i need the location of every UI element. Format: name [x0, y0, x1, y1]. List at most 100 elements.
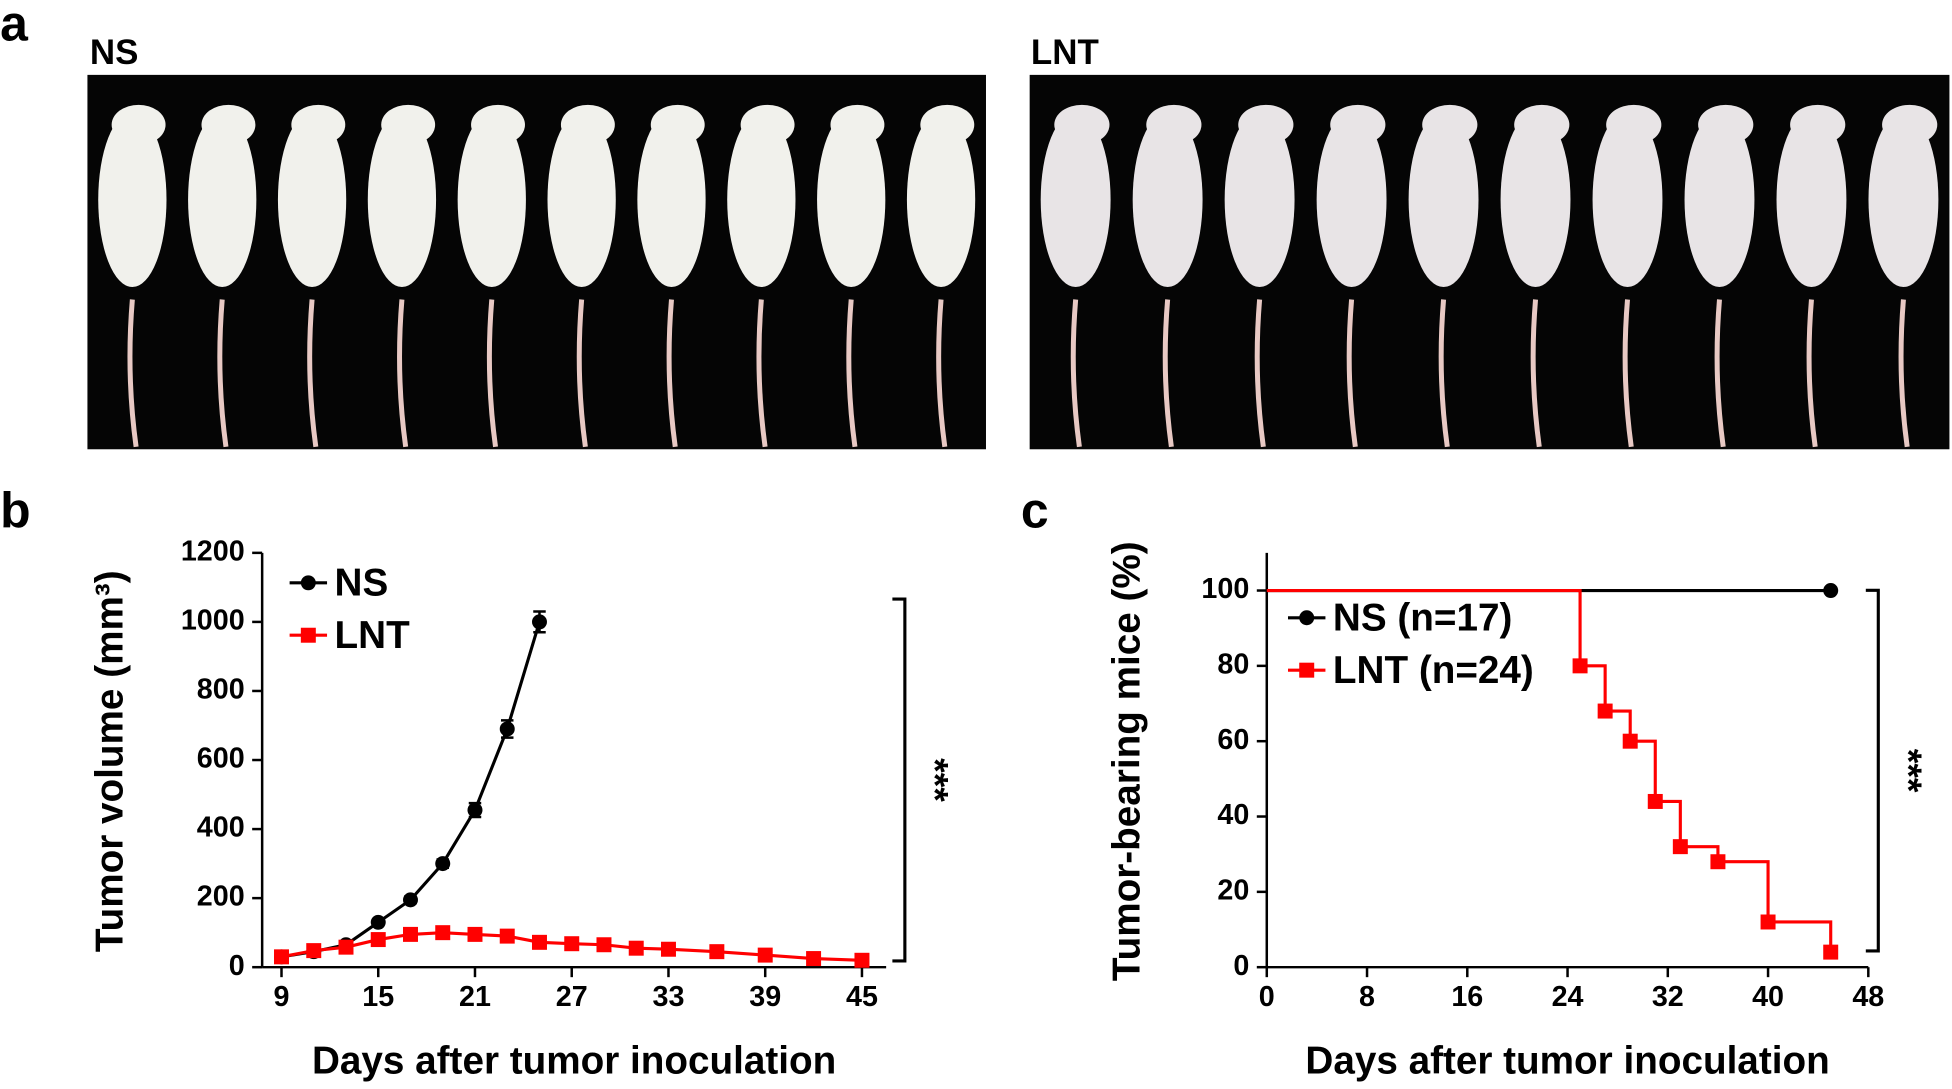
- y-tick-label: 100: [1201, 573, 1249, 605]
- mouse-tail: [397, 299, 409, 448]
- y-tick-label: 20: [1217, 874, 1249, 906]
- marker: [531, 934, 547, 950]
- mouse-body: [727, 112, 796, 288]
- y-tick-label: 40: [1217, 799, 1249, 831]
- marker: [531, 614, 547, 630]
- mouse-body: [1776, 112, 1847, 288]
- marker: [499, 928, 515, 944]
- mouse-body: [1224, 112, 1295, 288]
- mouse-head: [830, 104, 885, 145]
- marker: [1672, 839, 1688, 855]
- mouse-head: [1698, 104, 1754, 145]
- mouse-tail: [127, 299, 139, 448]
- mouse-body: [547, 112, 616, 288]
- y-tick-label: 1200: [181, 535, 245, 567]
- y-tick-label: 0: [229, 950, 245, 982]
- panel-label: a: [0, 0, 29, 52]
- marker: [1823, 583, 1839, 599]
- mouse-body: [1868, 112, 1939, 288]
- y-tick-label: 1000: [181, 604, 245, 636]
- mouse-body: [637, 112, 706, 288]
- mouse-head: [111, 104, 166, 145]
- mouse-tail: [217, 299, 229, 448]
- marker: [499, 721, 515, 737]
- marker: [660, 941, 676, 957]
- legend-label: LNT: [335, 614, 411, 657]
- mouse-tail: [1622, 299, 1634, 448]
- x-axis-title: Days after tumor inoculation: [312, 1040, 836, 1083]
- mouse-head: [1146, 104, 1202, 145]
- mouse-tail: [1162, 299, 1174, 448]
- mouse-tail: [1714, 299, 1726, 448]
- y-tick-label: 600: [197, 743, 245, 775]
- mouse-body: [817, 112, 886, 288]
- x-tick-label: 40: [1752, 981, 1784, 1013]
- marker: [403, 892, 418, 908]
- y-tick-label: 60: [1217, 724, 1249, 756]
- x-tick-label: 24: [1552, 981, 1584, 1013]
- legend-label: NS (n=17): [1333, 596, 1512, 639]
- y-tick-label: 200: [197, 881, 245, 913]
- mouse-body: [1684, 112, 1755, 288]
- marker: [596, 937, 612, 953]
- mouse-body: [367, 112, 437, 288]
- marker: [338, 939, 354, 955]
- y-axis-title: Tumor-bearing mice (%): [1106, 541, 1149, 981]
- mouse-tail: [307, 299, 319, 448]
- mouse-tail: [1530, 299, 1542, 448]
- photo-label: NS: [90, 33, 139, 72]
- mouse-tail: [846, 299, 858, 448]
- series-line: [1266, 588, 1833, 953]
- significance-bracket: [892, 597, 907, 963]
- marker: [435, 925, 451, 941]
- mouse-head: [1422, 104, 1478, 145]
- mouse-tail: [1806, 299, 1818, 448]
- marker: [1597, 703, 1613, 719]
- legend-label: NS: [335, 562, 389, 605]
- mouse-tail: [486, 299, 498, 448]
- marker: [1622, 733, 1638, 749]
- mouse-tail: [1070, 299, 1082, 448]
- marker: [306, 943, 322, 959]
- x-tick-label: 45: [846, 981, 878, 1013]
- panel-label: b: [0, 482, 31, 538]
- x-tick-label: 39: [749, 981, 781, 1013]
- mouse-head: [1238, 104, 1294, 145]
- marker: [1647, 793, 1663, 809]
- mouse-head: [1882, 104, 1938, 145]
- mouse-head: [1514, 104, 1570, 145]
- marker: [435, 856, 451, 872]
- significance-bracket: [1865, 588, 1880, 953]
- x-tick-label: 8: [1359, 981, 1375, 1013]
- x-tick-label: 16: [1451, 981, 1483, 1013]
- mouse-head: [1330, 104, 1386, 145]
- significance-label: ***: [914, 758, 956, 802]
- x-tick-label: 32: [1652, 981, 1684, 1013]
- marker: [467, 926, 483, 942]
- mouse-tail: [756, 299, 768, 448]
- marker: [1760, 914, 1776, 930]
- mouse-tail: [1346, 299, 1358, 448]
- mouse-body: [1040, 112, 1111, 288]
- mouse-head: [1054, 104, 1110, 145]
- marker: [1823, 944, 1839, 960]
- mouse-body: [1592, 112, 1663, 288]
- marker: [628, 940, 644, 956]
- mouse-body: [188, 112, 257, 288]
- y-tick-label: 400: [197, 812, 245, 844]
- mouse-body: [277, 112, 347, 288]
- marker: [1572, 658, 1588, 674]
- x-tick-label: 33: [653, 981, 685, 1013]
- mouse-tail: [936, 299, 948, 448]
- mouse-body: [1316, 112, 1387, 288]
- mouse-head: [920, 104, 975, 145]
- mouse-head: [201, 104, 256, 145]
- mouse-body: [1500, 112, 1571, 288]
- photo-label: LNT: [1031, 33, 1099, 72]
- mouse-head: [650, 104, 705, 145]
- mouse-body: [457, 112, 526, 288]
- significance-label: ***: [1888, 749, 1930, 793]
- mouse-body: [906, 112, 976, 288]
- x-tick-label: 0: [1259, 981, 1275, 1013]
